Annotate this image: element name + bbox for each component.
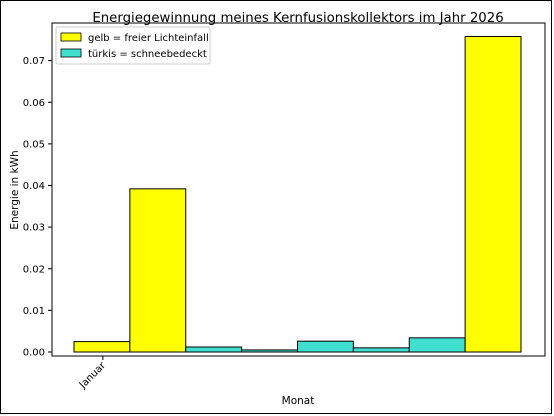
- plot-area: [51, 22, 546, 357]
- bar-7: [408, 337, 466, 353]
- y-axis-label: Energie in kWh: [9, 150, 21, 229]
- bar-8: [464, 35, 522, 353]
- y-axis: 0.00 0.01 0.02 0.03 0.04 0.05 0.06 0.07: [23, 56, 52, 359]
- bar-4: [241, 349, 298, 353]
- bar-5: [297, 340, 354, 353]
- bars-group: [73, 35, 522, 353]
- legend-swatch-turquoise: [60, 48, 82, 58]
- y-tick-label: 0.02: [23, 264, 45, 275]
- legend-label-yellow: gelb = freier Lichteinfall: [88, 33, 209, 44]
- legend-box: [55, 26, 211, 65]
- y-tick-label: 0.07: [23, 56, 45, 67]
- x-axis-label: Monat: [282, 395, 315, 407]
- bar-3: [185, 346, 243, 353]
- x-axis: Januar: [77, 356, 109, 391]
- legend-swatch-yellow: [60, 32, 82, 42]
- legend: gelb = freier Lichteinfall türkis = schn…: [55, 26, 211, 65]
- y-tick-label: 0.06: [23, 98, 45, 109]
- y-tick-label: 0.00: [23, 348, 45, 359]
- y-tick-label: 0.01: [23, 306, 45, 317]
- legend-label-turquoise: türkis = schneebedeckt: [88, 49, 207, 60]
- chart-title: Energiegewinnung meines Kernfusionskolle…: [92, 11, 503, 26]
- x-tick-label: Januar: [77, 360, 109, 392]
- y-tick-label: 0.03: [23, 223, 45, 234]
- bar-1: [73, 341, 131, 353]
- y-tick-label: 0.04: [23, 181, 45, 192]
- bar-6: [352, 347, 410, 353]
- y-tick-label: 0.05: [23, 139, 45, 150]
- bar-2: [129, 188, 187, 353]
